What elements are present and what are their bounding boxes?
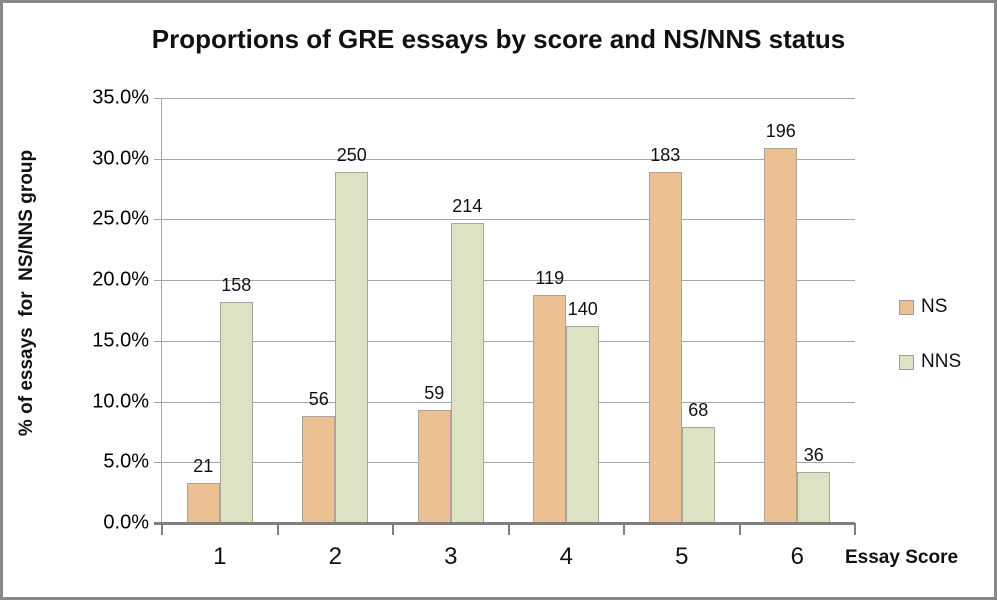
bar-count-label-nns-score-3: 214 (452, 196, 483, 217)
bar-count-label-nns-score-2: 250 (336, 145, 367, 166)
y-axis-tick (154, 401, 162, 403)
x-category-label-3: 3 (444, 543, 458, 570)
bar-ns-score-1 (186, 482, 220, 523)
bar-ns-score-2 (302, 416, 336, 523)
y-tick-label: 5.0% (103, 450, 149, 473)
bar-ns-score-6 (764, 147, 798, 523)
x-axis-tick (392, 523, 394, 535)
bar-nns-score-4 (566, 326, 600, 523)
x-category-label-6: 6 (790, 543, 804, 570)
bar-count-label-ns-score-1: 21 (193, 455, 214, 476)
x-axis-tick (738, 523, 741, 535)
y-axis-tick (154, 340, 162, 342)
x-category-label-1: 1 (213, 543, 227, 570)
plot-area: 0.0% 5.0% 10.0% 15.0% 20.0% 25.0% 30.0% 35.0% 21… (92, 87, 856, 570)
bar-count-label-nns-score-5: 68 (688, 400, 709, 421)
bar-count-label-ns-score-3: 59 (424, 383, 445, 404)
x-axis-tick (276, 523, 279, 535)
bar-ns-score-3 (417, 410, 451, 523)
bar-nns-score-5 (681, 427, 715, 523)
gridline (162, 401, 855, 403)
bar-nns-score-2 (335, 172, 369, 523)
chart-title: Proportions of GRE essays by score and N… (151, 24, 846, 54)
gridline (162, 340, 855, 342)
x-category-label-2: 2 (328, 543, 342, 570)
bar-count-label-ns-score-4: 119 (535, 267, 565, 288)
y-axis-tick (154, 462, 162, 464)
y-tick-label: 20.0% (92, 268, 149, 291)
y-axis-title: % of essays for NS/NNS group (16, 149, 37, 437)
gridline (162, 158, 855, 160)
x-axis-tick (507, 523, 510, 535)
legend: NS NNS (899, 296, 961, 373)
gridline (162, 219, 855, 221)
y-axis-line (161, 98, 162, 523)
x-axis-tick (854, 523, 856, 535)
legend-item-ns: NS (899, 296, 961, 318)
y-axis-tick (154, 98, 162, 99)
legend-label-nns: NNS (921, 351, 962, 372)
y-axis-tick (154, 280, 162, 282)
legend-swatch-ns (899, 299, 914, 315)
bar-nns-score-3 (450, 223, 484, 523)
x-category-label-5: 5 (675, 543, 689, 570)
bar-ns-score-4 (533, 294, 567, 523)
bar-count-label-nns-score-6: 36 (803, 445, 824, 465)
bar-nns-score-1 (219, 302, 253, 523)
y-tick-label: 10.0% (92, 390, 149, 413)
x-axis-tick (623, 523, 625, 535)
bar-count-label-ns-score-5: 183 (650, 145, 681, 166)
y-tick-label: 0.0% (103, 511, 149, 534)
x-axis-line (154, 522, 855, 525)
bar-ns-score-5 (648, 172, 682, 523)
y-axis-tick (154, 219, 162, 221)
y-tick-label: 35.0% (92, 86, 149, 109)
y-tick-label: 25.0% (92, 207, 149, 230)
legend-item-nns: NNS (899, 351, 961, 373)
x-axis-title: Essay Score (845, 547, 959, 568)
y-axis-tick (154, 158, 162, 160)
bar-count-label-nns-score-1: 158 (221, 275, 252, 295)
legend-label-ns: NS (921, 296, 948, 317)
gridline (162, 98, 855, 99)
bar-count-label-ns-score-2: 56 (308, 389, 329, 410)
gridline (162, 280, 855, 282)
x-axis-tick (161, 523, 163, 535)
bar-count-label-ns-score-6: 196 (765, 120, 796, 141)
y-tick-label: 15.0% (92, 329, 149, 352)
legend-swatch-nns (899, 354, 914, 370)
x-category-label-4: 4 (559, 543, 573, 570)
bar-count-label-nns-score-4: 140 (567, 299, 598, 320)
gridline (162, 462, 855, 464)
bar-nns-score-6 (797, 472, 831, 523)
y-tick-label: 30.0% (92, 147, 149, 170)
